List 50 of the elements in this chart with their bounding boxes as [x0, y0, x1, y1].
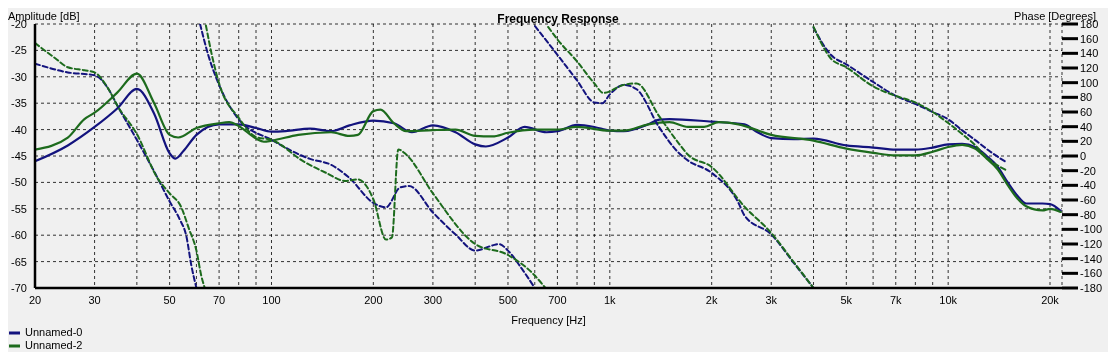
y-tick-label: -25	[11, 44, 27, 57]
x-tick-label: 1k	[604, 293, 617, 306]
y2-tick-label: 160	[1080, 32, 1099, 45]
x-tick-label: 30	[88, 293, 101, 306]
y-tick-label: -55	[11, 202, 27, 215]
x-tick-label: 5k	[840, 293, 853, 306]
x-tick-label: 7k	[889, 293, 903, 306]
y2-tick-label: 120	[1080, 61, 1099, 74]
x-tick-label: 3k	[765, 293, 778, 306]
y2-tick-label: 60	[1080, 105, 1093, 118]
y2-tick-label: -180	[1080, 281, 1103, 294]
y2-tick-label: -60	[1080, 193, 1096, 206]
y-tick-label: -65	[11, 255, 27, 268]
y2-axis-title: Phase [Degrees]	[1014, 10, 1096, 22]
y2-tick-label: -40	[1080, 179, 1096, 192]
x-tick-label: 50	[163, 293, 176, 306]
y-axis-title: Amplitude [dB]	[8, 10, 80, 22]
y2-tick-label: 140	[1080, 47, 1099, 60]
y2-tick-label: -80	[1080, 208, 1096, 221]
y2-tick-label: 40	[1080, 120, 1093, 133]
y2-tick-label: 80	[1080, 91, 1093, 104]
x-tick-label: 2k	[705, 293, 718, 306]
y-tick-label: -35	[11, 97, 27, 110]
y2-tick-label: 100	[1080, 76, 1099, 89]
x-tick-label: 10k	[939, 293, 958, 306]
y-tick-label: -40	[11, 123, 27, 136]
y2-tick-label: -100	[1080, 223, 1103, 236]
y2-tick-label: -140	[1080, 252, 1103, 265]
y2-tick-label: 0	[1080, 149, 1087, 162]
y-tick-label: -50	[11, 176, 27, 189]
x-tick-label: 20k	[1041, 293, 1060, 306]
y2-tick-label: 20	[1080, 135, 1093, 148]
legend-label: Unnamed-2	[25, 339, 83, 352]
legend-label: Unnamed-0	[25, 326, 83, 339]
x-tick-label: 500	[498, 293, 518, 306]
y2-tick-label: -160	[1080, 267, 1103, 280]
x-tick-label: 70	[212, 293, 226, 306]
x-axis-title: Frequency [Hz]	[511, 314, 586, 326]
y-tick-label: -45	[11, 149, 27, 162]
y2-tick-label: -120	[1080, 237, 1103, 250]
y2-tick-label: -20	[1080, 164, 1096, 177]
x-tick-label: 200	[364, 293, 383, 306]
y-tick-label: -70	[11, 281, 27, 294]
x-tick-label: 100	[262, 293, 281, 306]
x-tick-label: 300	[423, 293, 443, 306]
chart-title: Frequency Response	[497, 12, 619, 26]
y-tick-label: -30	[11, 70, 27, 83]
y-tick-label: -60	[11, 229, 27, 242]
x-tick-label: 20	[28, 293, 42, 306]
x-tick-label: 700	[548, 293, 567, 306]
